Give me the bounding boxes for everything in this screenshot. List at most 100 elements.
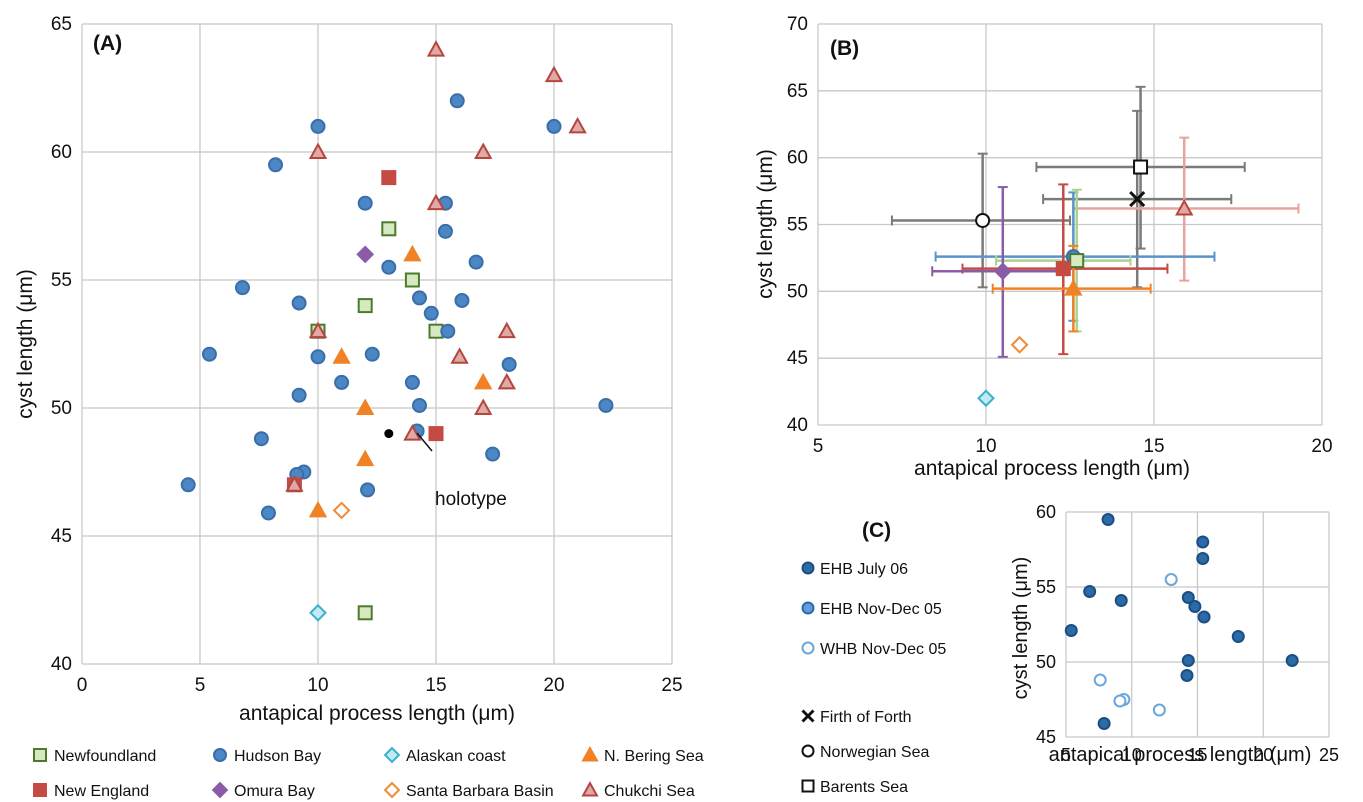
- panel-b-x-tick-label: 15: [1143, 436, 1164, 457]
- panel-b-label: (B): [830, 37, 859, 60]
- panel-a-label: (A): [93, 32, 122, 55]
- point-hudson-bay: [454, 292, 470, 308]
- point-newfoundland: [357, 298, 373, 314]
- point-hudson-bay: [437, 223, 453, 239]
- point-ehb-july-06: [1196, 552, 1210, 565]
- legend-item-santa-barbara-basin: Santa Barbara Basin: [383, 781, 554, 800]
- point-omura-bay: [993, 262, 1012, 281]
- legend-marker-ehb-july-06: [801, 561, 815, 575]
- panel-c-x-axis-label: antapical process length (μm): [1049, 744, 1312, 766]
- point-new-england: [428, 426, 444, 442]
- point-whb-nov-dec-05: [1093, 673, 1107, 687]
- panel-c-y-tick-label: 50: [1036, 652, 1056, 672]
- point-alaskan-coast: [977, 389, 995, 408]
- point-n-bering-sea: [403, 244, 422, 262]
- point-newfoundland: [1069, 253, 1085, 269]
- point-hudson-bay: [598, 397, 614, 413]
- panel-b-y-tick-label: 50: [787, 281, 808, 302]
- point-hudson-bay: [201, 346, 217, 362]
- legend-marker-norwegian-sea: [801, 744, 815, 758]
- panel-a-grid: [81, 23, 673, 665]
- legend-label-whb-nov-dec-05: WHB Nov-Dec 05: [820, 641, 946, 658]
- point-chukchi-sea: [308, 142, 328, 159]
- point-hudson-bay: [334, 374, 350, 390]
- panel-c-x-tick-label: 20: [1253, 745, 1273, 765]
- point-ehb-july-06: [1064, 624, 1078, 637]
- legend-label-ehb-july-06: EHB July 06: [820, 561, 908, 578]
- point-ehb-july-06: [1285, 654, 1299, 667]
- panel-c-x-tick-label: 15: [1187, 745, 1207, 765]
- point-hudson-bay: [404, 374, 420, 390]
- point-n-bering-sea: [474, 372, 493, 390]
- panel-a-marks: [180, 40, 614, 622]
- point-whb-nov-dec-05: [1113, 694, 1127, 708]
- panel-b-y-tick-label: 55: [787, 215, 808, 236]
- point-ehb-july-06: [1196, 535, 1210, 549]
- point-hudson-bay: [260, 505, 276, 521]
- legend-marker-santa-barbara-basin: [383, 781, 401, 799]
- panel-a-y-tick-label: 50: [51, 398, 72, 419]
- legend-label-barents-sea: Barents Sea: [820, 779, 908, 796]
- point-norwegian-sea: [975, 212, 991, 228]
- point-hudson-bay: [485, 446, 501, 462]
- legend-item-whb-nov-dec-05: WHB Nov-Dec 05: [801, 641, 946, 658]
- point-ehb-july-06: [1101, 513, 1115, 526]
- legend-marker-firth-of-forth: [801, 709, 815, 723]
- legend-panel-b: Firth of Forth Norwegian Sea Barents Sea: [801, 709, 930, 796]
- point-santa-barbara-basin: [332, 501, 351, 520]
- panel-c: 5 10 15 20 25 45 50 55 60 (C) antapical process …: [862, 502, 1339, 766]
- panel-c-x-tick-label: 25: [1319, 745, 1339, 765]
- point-hudson-bay: [546, 118, 562, 134]
- point-newfoundland: [404, 272, 420, 288]
- legend-marker-firth-of-forth-stroke-2: [801, 709, 815, 723]
- legend-item-n-bering-sea: N. Bering Sea: [581, 746, 704, 765]
- panel-a-y-tick-label: 40: [51, 654, 72, 675]
- point-hudson-bay: [234, 280, 250, 296]
- legend-label-ehb-nov-dec-05: EHB Nov-Dec 05: [820, 601, 942, 618]
- point-hudson-bay: [291, 387, 307, 403]
- legend-panel-a: Newfoundland Hudson Bay Alaskan coast N. Be…: [33, 746, 704, 800]
- legend-label-n-bering-sea: N. Bering Sea: [604, 748, 704, 765]
- panel-c-x-tick-label: 5: [1061, 745, 1071, 765]
- legend-item-omura-bay: Omura Bay: [211, 781, 315, 800]
- panel-a-y-tick-label: 65: [51, 14, 72, 35]
- point-ehb-july-06: [1114, 594, 1128, 607]
- panel-a-x-tick-label: 20: [543, 675, 564, 696]
- legend-item-new-england: New England: [33, 783, 149, 800]
- legend-marker-new-england: [33, 783, 47, 797]
- point-hudson-bay: [291, 295, 307, 311]
- point-chukchi-sea: [544, 65, 564, 83]
- panel-b-x-tick-label: 5: [813, 436, 824, 457]
- legend-marker-ehb-nov-dec-05: [801, 601, 815, 615]
- panel-a-y-tick-label: 45: [51, 526, 72, 547]
- panel-a-x-tick-label: 0: [77, 675, 88, 696]
- point-chukchi-sea: [426, 193, 446, 211]
- point-chukchi-sea: [308, 321, 328, 339]
- point-hudson-bay: [268, 157, 284, 173]
- legend-item-hudson-bay: Hudson Bay: [213, 748, 321, 765]
- legend-label-santa-barbara-basin: Santa Barbara Basin: [406, 783, 554, 800]
- point-chukchi-sea: [426, 40, 446, 57]
- legend-item-barents-sea: Barents Sea: [801, 779, 908, 796]
- point-chukchi-sea: [285, 475, 304, 492]
- panel-c-grid: [1065, 511, 1330, 738]
- panel-a-x-tick-label: 5: [195, 675, 206, 696]
- point-hudson-bay: [411, 290, 427, 306]
- panel-b-x-tick-label: 10: [975, 436, 996, 457]
- point-firth-of-forth-stroke-2: [1129, 191, 1146, 208]
- point-hudson-bay: [180, 477, 196, 493]
- panel-a-y-tick-label: 60: [51, 142, 72, 163]
- legend-label-norwegian-sea: Norwegian Sea: [820, 744, 930, 761]
- point-hudson-bay: [411, 397, 427, 413]
- point-chukchi-sea: [474, 142, 493, 159]
- point-chukchi-sea: [568, 116, 587, 134]
- legend-marker-omura-bay: [211, 781, 229, 799]
- legend-label-newfoundland: Newfoundland: [54, 748, 156, 765]
- point-santa-barbara-basin: [1010, 335, 1029, 354]
- point-newfoundland: [357, 605, 373, 621]
- panel-b-x-tick-label: 20: [1311, 436, 1332, 457]
- point-hudson-bay: [364, 346, 380, 362]
- panel-b-grid: [817, 23, 1323, 426]
- point-ehb-july-06: [1083, 585, 1097, 598]
- point-chukchi-sea: [497, 321, 516, 339]
